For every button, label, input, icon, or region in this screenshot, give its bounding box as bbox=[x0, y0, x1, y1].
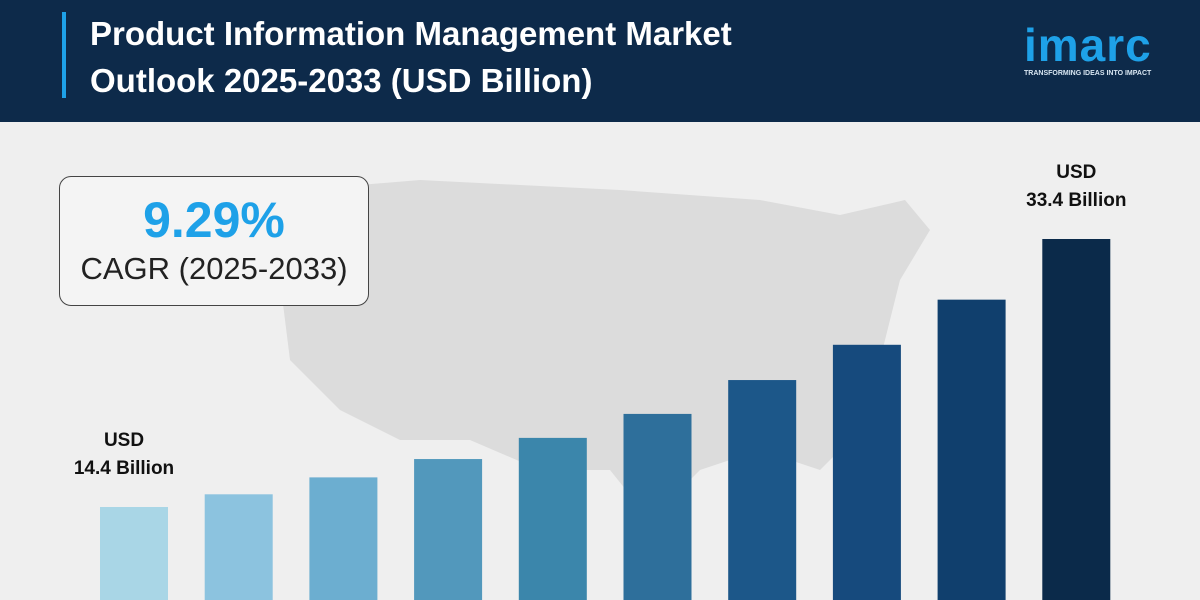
bar bbox=[518, 437, 587, 600]
cagr-box: 9.29% CAGR (2025-2033) bbox=[59, 176, 369, 306]
bar bbox=[728, 380, 797, 600]
bar bbox=[937, 299, 1006, 600]
title: Product Information Management Market Ou… bbox=[90, 15, 732, 99]
cagr-value: 9.29% bbox=[143, 192, 285, 248]
cagr-label: CAGR (2025-2033) bbox=[80, 251, 348, 286]
value-label: USD 33.4 Billion bbox=[1026, 162, 1127, 211]
logo: imarc bbox=[1024, 19, 1152, 71]
bar bbox=[623, 413, 692, 600]
header: Product Information Management Market Ou… bbox=[0, 0, 1200, 122]
bar bbox=[1042, 239, 1111, 600]
bar bbox=[414, 459, 483, 600]
bar bbox=[832, 344, 901, 600]
map-silhouette bbox=[280, 180, 930, 520]
value-label: USD 14.4 Billion bbox=[73, 430, 175, 479]
bar bbox=[309, 477, 378, 600]
accent bbox=[62, 12, 66, 98]
bar bbox=[100, 507, 168, 600]
bar bbox=[204, 494, 273, 600]
tagline: TRANSFORMING IDEAS INTO IMPACT bbox=[1024, 70, 1152, 77]
